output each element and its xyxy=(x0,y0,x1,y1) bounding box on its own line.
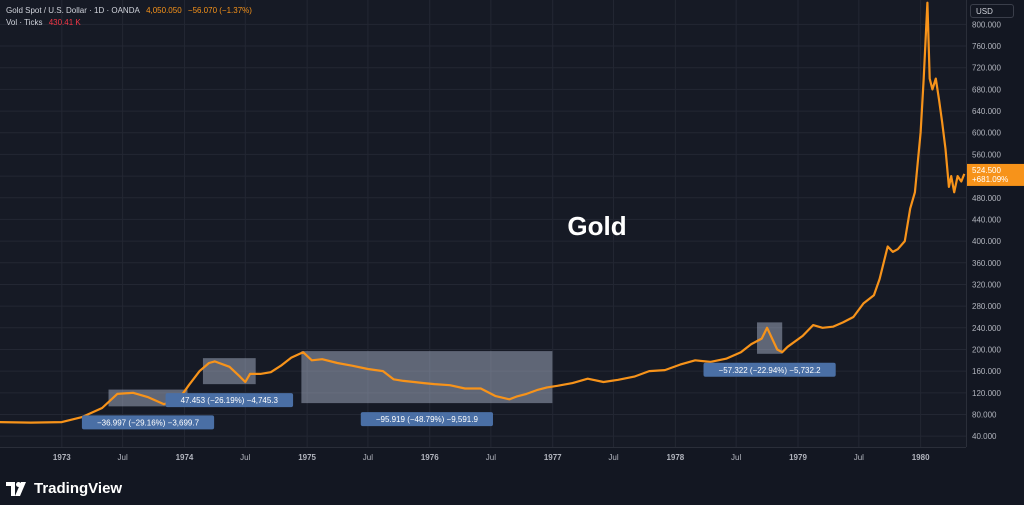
x-tick-label: 1980 xyxy=(912,453,930,462)
y-tick-label: 80.000 xyxy=(972,410,997,419)
x-tick-label: 1974 xyxy=(176,453,194,462)
measurement-badge xyxy=(165,393,294,408)
y-tick-label: 160.000 xyxy=(972,367,1001,376)
measurement-badge xyxy=(360,412,493,427)
last-value-price: 524.500 xyxy=(972,166,1001,175)
y-tick-label: 600.000 xyxy=(972,129,1001,138)
x-tick-label: 1973 xyxy=(53,453,71,462)
currency-button[interactable]: USD xyxy=(970,4,1014,18)
y-tick-label: 320.000 xyxy=(972,280,1001,289)
last-value-change: +681.09% xyxy=(972,175,1008,184)
tradingview-logo-icon xyxy=(6,481,26,496)
x-tick-label: 1977 xyxy=(544,453,562,462)
x-tick-label: Jul xyxy=(731,453,741,462)
x-tick-label: Jul xyxy=(608,453,618,462)
tradingview-brand[interactable]: TradingView xyxy=(6,480,122,497)
chart-title: Gold xyxy=(567,211,626,241)
volume-value: 430.41 K xyxy=(48,18,81,27)
last-value-badge xyxy=(967,163,1024,186)
brand-name: TradingView xyxy=(34,480,123,497)
x-tick-label: 1976 xyxy=(421,453,439,462)
measurement-label: 47.453 (−26.19%) −4,745.3 xyxy=(181,396,279,405)
y-tick-label: 640.000 xyxy=(972,107,1001,116)
y-tick-label: 240.000 xyxy=(972,324,1001,333)
x-tick-label: Jul xyxy=(486,453,496,462)
price-line xyxy=(0,1,966,424)
measurement-badge xyxy=(703,362,836,377)
y-tick-label: 440.000 xyxy=(972,215,1001,224)
y-tick-label: 280.000 xyxy=(972,302,1001,311)
x-tick-label: 1979 xyxy=(789,453,807,462)
price-scale[interactable] xyxy=(966,0,1024,447)
y-tick-label: 800.000 xyxy=(972,20,1001,29)
symbol-legend[interactable]: Gold Spot / U.S. Dollar · 1D · OANDA 4,0… xyxy=(6,6,256,15)
measurement-label: −95.919 (−48.79%) −9,591.9 xyxy=(376,415,479,424)
x-tick-label: Jul xyxy=(854,453,864,462)
time-scale[interactable] xyxy=(0,447,966,474)
y-tick-label: 40.000 xyxy=(972,432,997,441)
symbol-name: Gold Spot / U.S. Dollar · 1D · OANDA xyxy=(6,6,140,15)
y-tick-label: 120.000 xyxy=(972,389,1001,398)
last-price: 4,050.050 xyxy=(146,6,182,15)
volume-label: Vol · Ticks xyxy=(6,18,43,27)
y-tick-label: 720.000 xyxy=(972,64,1001,73)
y-tick-label: 760.000 xyxy=(972,42,1001,51)
price-change: −56.070 (−1.37%) xyxy=(187,6,252,15)
measurement-badge xyxy=(81,415,215,430)
y-tick-label: 480.000 xyxy=(972,194,1001,203)
volume-legend[interactable]: Vol · Ticks 430.41 K xyxy=(6,18,85,27)
x-tick-label: Jul xyxy=(363,453,373,462)
footer xyxy=(0,473,1024,505)
measurement-label: −36.997 (−29.16%) −3,699.7 xyxy=(97,418,200,427)
y-tick-label: 400.000 xyxy=(972,237,1001,246)
chart-svg: 800.000 760.000 720.000 680.000 640.000 600.0… xyxy=(0,0,1024,462)
y-tick-label: 680.000 xyxy=(972,85,1001,94)
x-tick-label: Jul xyxy=(118,453,128,462)
measurement-box xyxy=(301,351,553,404)
y-tick-label: 360.000 xyxy=(972,259,1001,268)
measurement-label: −57.322 (−22.94%) −5,732.2 xyxy=(719,366,822,375)
y-tick-label: 560.000 xyxy=(972,150,1001,159)
x-tick-label: 1975 xyxy=(298,453,316,462)
x-tick-label: Jul xyxy=(240,453,250,462)
y-tick-label: 200.000 xyxy=(972,345,1001,354)
x-tick-label: 1978 xyxy=(666,453,684,462)
